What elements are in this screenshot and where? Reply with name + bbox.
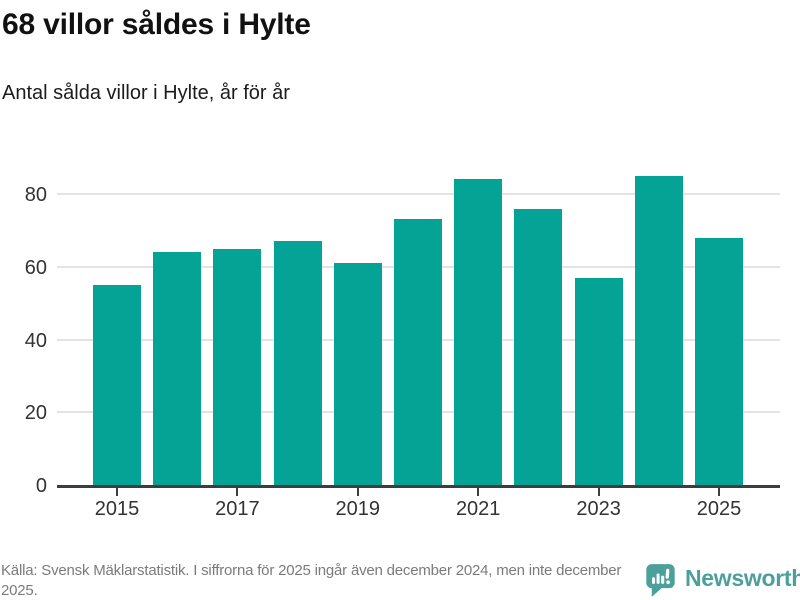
x-tick-2015	[116, 488, 118, 496]
bar-2021	[454, 179, 503, 485]
gridline-80	[57, 193, 780, 195]
y-axis-label-80: 80	[24, 184, 47, 206]
x-tick-2025	[718, 488, 720, 496]
bar-2018	[273, 241, 322, 485]
bar-2024	[634, 175, 683, 485]
bar-2015	[93, 284, 141, 485]
bar-2022	[514, 208, 563, 485]
bar-2016	[153, 252, 202, 485]
x-tick-2021	[477, 488, 480, 496]
page-title: 68 villor såldes i Hylte	[2, 8, 311, 41]
newsworthy-logo-icon	[646, 564, 675, 597]
y-axis-label-60: 60	[24, 256, 47, 279]
x-axis-label-2023: 2023	[576, 498, 621, 520]
y-axis-label-40: 40	[24, 329, 47, 352]
x-tick-2017	[236, 488, 239, 496]
x-axis-label-2025: 2025	[696, 498, 742, 520]
y-axis-label-20: 20	[24, 402, 47, 425]
x-tick-2023	[597, 488, 600, 496]
bar-chart: 0 20 40 60 80 2015 2017 2019 2021 2023 2025	[0, 150, 800, 545]
y-axis-label-0: 0	[35, 475, 47, 497]
chart-subtitle: Antal sålda villor i Hylte, år för år	[2, 82, 290, 104]
x-axis-label-2019: 2019	[335, 498, 381, 520]
bar-2019	[333, 263, 382, 485]
newsworthy-wordmark: Newsworthy	[685, 564, 800, 591]
x-axis-label-2017: 2017	[215, 498, 260, 520]
bar-2017	[213, 248, 262, 485]
bar-2025	[695, 237, 743, 485]
x-tick-2019	[356, 488, 359, 496]
x-axis-label-2021: 2021	[455, 498, 501, 520]
x-axis-label-2015: 2015	[94, 498, 140, 520]
bar-2020	[394, 219, 442, 485]
x-axis-line	[57, 485, 780, 488]
newsworthy-logo: Newsworthy	[644, 562, 800, 598]
bar-2023	[574, 277, 623, 485]
source-note: Källa: Svensk Mäklarstatistik. I siffror…	[1, 562, 622, 599]
